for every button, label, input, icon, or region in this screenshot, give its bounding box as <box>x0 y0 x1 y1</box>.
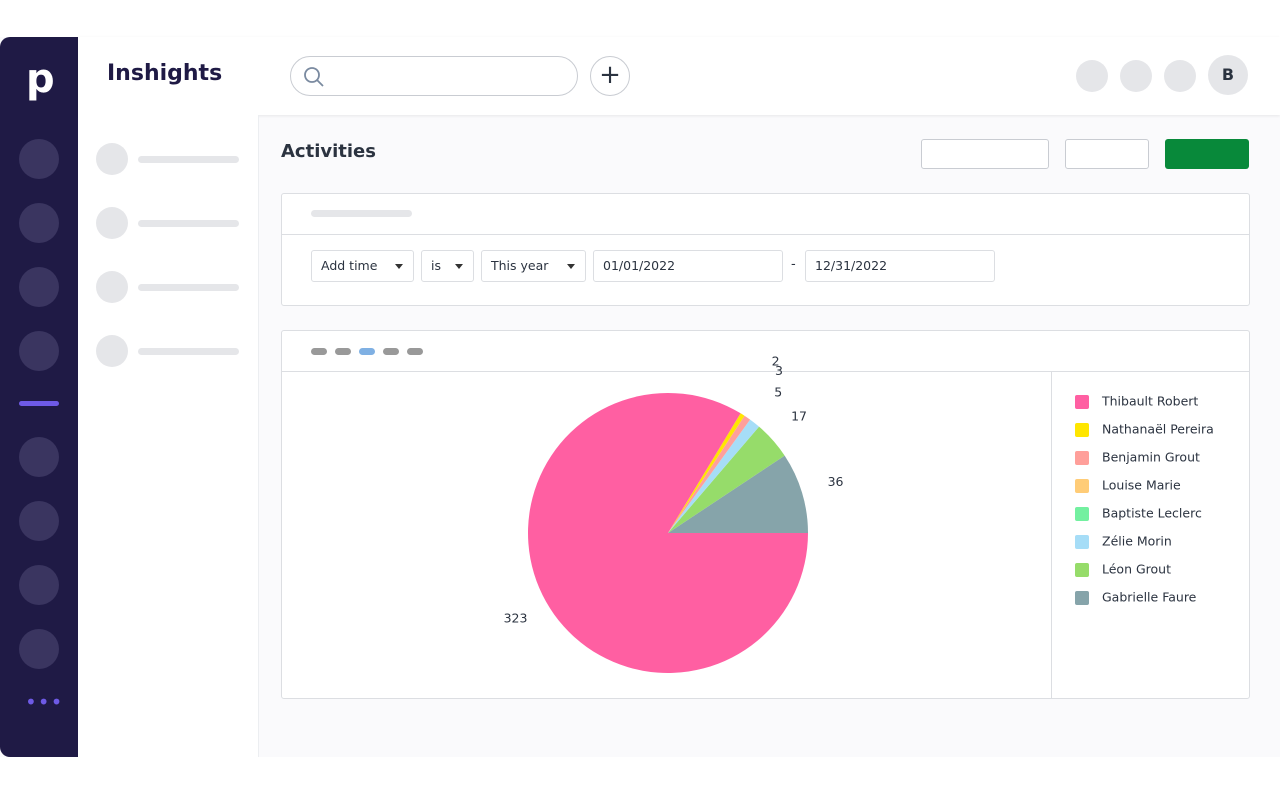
logo[interactable]: p <box>26 56 55 102</box>
dropdown[interactable]: is <box>421 250 474 282</box>
data-label: 2 <box>772 354 780 369</box>
tab[interactable] <box>311 348 327 355</box>
pie-slice <box>668 419 760 533</box>
legend-label: Thibault Robert <box>1101 394 1198 409</box>
nav-icon[interactable] <box>19 139 59 179</box>
nav-icon[interactable] <box>19 629 59 669</box>
dropdown-label: Add time <box>321 258 378 273</box>
icon-button[interactable] <box>1120 60 1152 92</box>
filter-card: Add time is This year 01/01/2022 - 12/31… <box>281 193 1250 306</box>
side-panel <box>78 115 259 757</box>
sidebar: p ••• <box>0 37 78 757</box>
tab[interactable] <box>359 348 375 355</box>
dropdown[interactable]: This year <box>481 250 586 282</box>
data-label: 5 <box>774 385 782 400</box>
add-button[interactable]: + <box>590 56 630 96</box>
legend-swatch <box>1075 535 1089 549</box>
legend-swatch <box>1075 451 1089 465</box>
tab[interactable] <box>383 348 399 355</box>
data-label: 17 <box>791 409 807 424</box>
data-label: 3 <box>775 363 783 378</box>
nav-icon[interactable] <box>19 565 59 605</box>
nav-icon[interactable] <box>19 331 59 371</box>
tab[interactable] <box>407 348 423 355</box>
nav-icon[interactable] <box>19 437 59 477</box>
legend-swatch <box>1075 591 1089 605</box>
button[interactable] <box>921 139 1049 169</box>
avatar[interactable]: B <box>1208 55 1248 95</box>
dropdown[interactable]: Add time <box>311 250 414 282</box>
legend-swatch <box>1075 563 1089 577</box>
search-box[interactable] <box>290 56 578 96</box>
icon-button[interactable] <box>1164 60 1196 92</box>
pie-slice <box>668 426 785 533</box>
pie-slice <box>668 415 751 533</box>
legend-label: Gabrielle Faure <box>1102 590 1197 605</box>
icon-button[interactable] <box>1076 60 1108 92</box>
primary-button[interactable] <box>1165 139 1249 169</box>
page-title: Activities <box>281 141 376 162</box>
legend-label: Benjamin Grout <box>1102 450 1200 465</box>
data-label: 323 <box>504 610 528 625</box>
date-separator: - <box>791 257 796 272</box>
top-bar: Inshights + B <box>78 37 1280 115</box>
date-input[interactable]: 12/31/2022 <box>805 250 995 282</box>
button[interactable] <box>1065 139 1149 169</box>
pie-slice <box>668 413 745 533</box>
legend-swatch <box>1075 395 1089 409</box>
dropdown-label: This year <box>491 258 549 273</box>
search-icon <box>304 67 324 87</box>
tab[interactable] <box>335 348 351 355</box>
app-title: Inshights <box>107 61 223 86</box>
legend-label: Louise Marie <box>1102 478 1181 493</box>
legend-swatch <box>1075 479 1089 493</box>
nav-icon[interactable] <box>19 267 59 307</box>
legend-label: Baptiste Leclerc <box>1102 506 1202 521</box>
pie-slice <box>668 455 808 533</box>
pie-slice <box>528 393 808 673</box>
legend-label: Zélie Morin <box>1102 534 1172 549</box>
dropdown-label: is <box>431 258 441 273</box>
legend-label: Nathanaël Pereira <box>1102 422 1214 437</box>
nav-icon[interactable] <box>19 203 59 243</box>
legend-swatch <box>1075 423 1089 437</box>
nav-active <box>19 401 59 406</box>
legend-swatch <box>1075 507 1089 521</box>
data-label: 36 <box>828 474 844 489</box>
date-input[interactable]: 01/01/2022 <box>593 250 783 282</box>
nav-icon[interactable] <box>19 501 59 541</box>
legend-label: Léon Grout <box>1102 562 1171 577</box>
